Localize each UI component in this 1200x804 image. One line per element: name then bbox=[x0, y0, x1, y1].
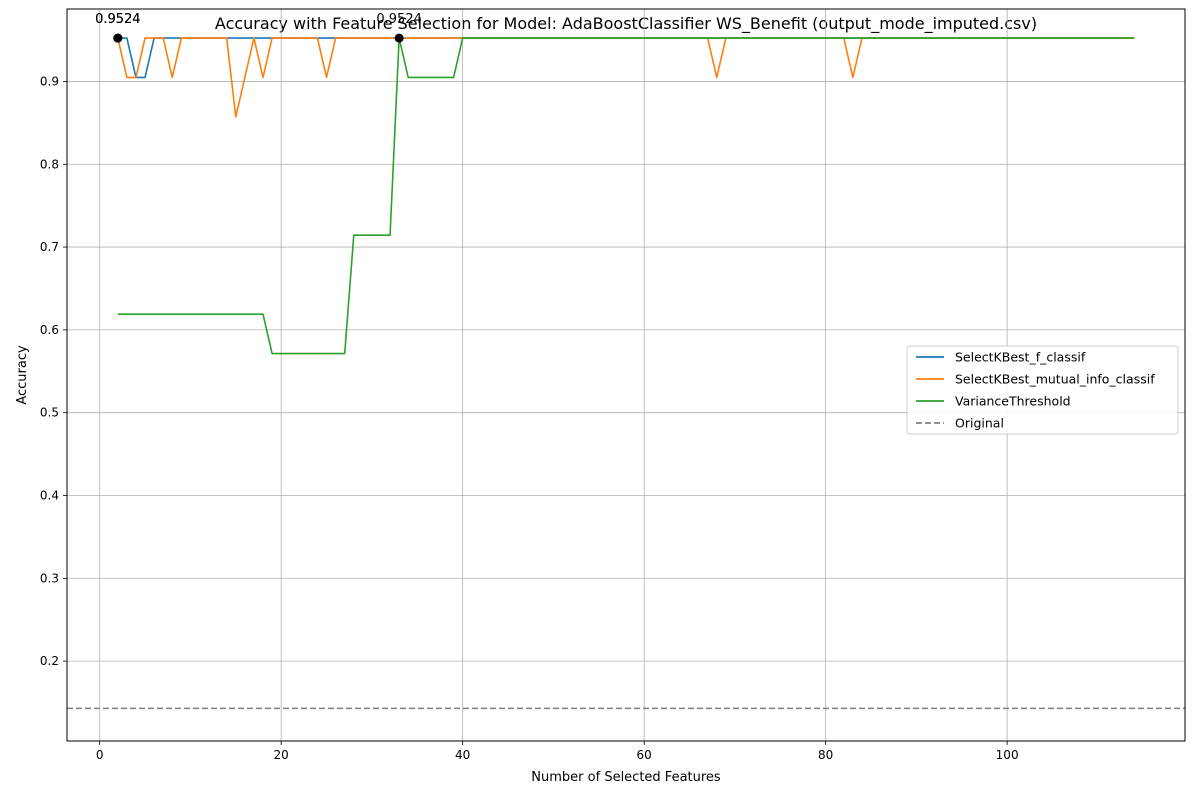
x-axis-label: Number of Selected Features bbox=[531, 770, 721, 785]
x-tick-label: 100 bbox=[996, 748, 1019, 762]
legend-label: SelectKBest_f_classif bbox=[955, 350, 1086, 365]
x-tick-label: 80 bbox=[818, 748, 833, 762]
x-tick-label: 40 bbox=[455, 748, 470, 762]
legend: SelectKBest_f_classif SelectKBest_mutual_… bbox=[906, 345, 1179, 435]
y-tick-label: 0.7 bbox=[40, 240, 59, 254]
best-point-marker bbox=[113, 33, 123, 43]
x-tick-label: 20 bbox=[274, 748, 289, 762]
chart-title: Accuracy with Feature Selection for Mode… bbox=[215, 14, 1037, 34]
series-line-1 bbox=[117, 37, 1135, 118]
series-line-2 bbox=[117, 37, 1135, 355]
y-tick-label: 0.6 bbox=[40, 323, 59, 337]
plot-frame bbox=[66, 8, 1186, 742]
best-point-label: 0.9524 bbox=[95, 12, 141, 27]
y-tick-label: 0.8 bbox=[40, 157, 59, 171]
legend-box bbox=[906, 345, 1179, 435]
best-point-label: 0.9524 bbox=[376, 12, 422, 27]
y-tick-label: 0.3 bbox=[40, 571, 59, 585]
axes: 0 20 40 60 80 100 0.2 0.3 0.4 0.5 0.6 0.7 0.8 0.9 bbox=[40, 74, 1019, 762]
series-lines bbox=[67, 37, 1185, 710]
best-point-label: 0.9524 bbox=[95, 12, 141, 27]
y-tick-label: 0.9 bbox=[40, 74, 59, 88]
y-axis-label: Accuracy bbox=[15, 345, 30, 405]
y-tick-label: 0.2 bbox=[40, 654, 59, 668]
y-tick-label: 0.5 bbox=[40, 406, 59, 420]
legend-label: VarianceThreshold bbox=[955, 394, 1071, 409]
legend-label: SelectKBest_mutual_info_classif bbox=[955, 372, 1155, 387]
x-tick-label: 60 bbox=[637, 748, 652, 762]
x-tick-label: 0 bbox=[96, 748, 104, 762]
y-tick-label: 0.4 bbox=[40, 488, 59, 502]
legend-label: Original bbox=[955, 416, 1004, 431]
best-point-marker bbox=[394, 33, 404, 43]
